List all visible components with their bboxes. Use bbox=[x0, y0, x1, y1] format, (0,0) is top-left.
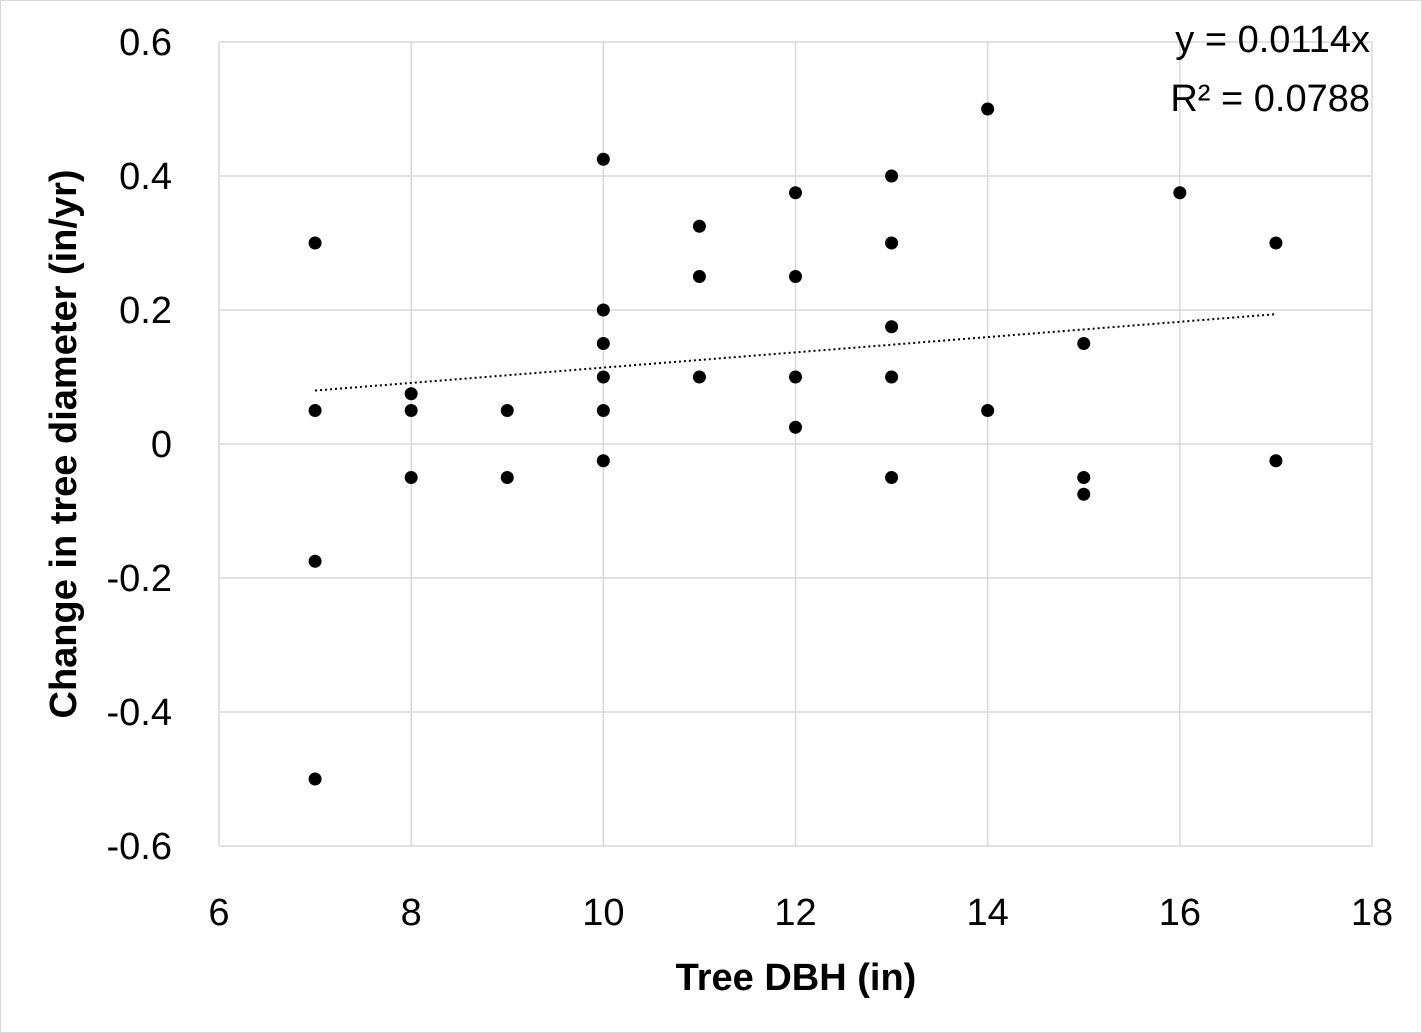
data-point bbox=[500, 404, 514, 417]
x-axis-title: Tree DBH (in) bbox=[676, 957, 917, 999]
x-tick-label: 12 bbox=[774, 892, 816, 934]
data-point bbox=[789, 270, 802, 283]
x-tick-label: 14 bbox=[967, 892, 1009, 934]
data-point bbox=[692, 270, 706, 283]
data-point bbox=[885, 320, 899, 334]
x-tick-label: 16 bbox=[1159, 892, 1201, 934]
data-point bbox=[1077, 337, 1091, 350]
trendline-group bbox=[315, 313, 1276, 392]
data-point bbox=[308, 772, 322, 786]
data-point bbox=[789, 186, 802, 200]
y-tick-label: 0.6 bbox=[119, 22, 172, 64]
data-point bbox=[692, 370, 706, 384]
gridlines bbox=[218, 41, 1373, 847]
x-tick-label: 6 bbox=[208, 892, 229, 934]
y-tick-label: -0.2 bbox=[107, 558, 172, 600]
equation-label: y = 0.0114x bbox=[1175, 19, 1370, 61]
data-point bbox=[1077, 471, 1091, 484]
data-point bbox=[404, 387, 418, 401]
data-point bbox=[596, 370, 610, 384]
data-point bbox=[885, 236, 899, 250]
data-point bbox=[1269, 454, 1283, 468]
data-point bbox=[885, 471, 899, 484]
data-point bbox=[692, 219, 706, 233]
data-point bbox=[596, 404, 610, 417]
y-tick-label: -0.4 bbox=[107, 692, 172, 734]
data-point bbox=[1173, 186, 1187, 200]
x-tick-label: 18 bbox=[1351, 892, 1393, 934]
data-point bbox=[596, 303, 610, 317]
data-point bbox=[308, 554, 322, 568]
x-tick-label: 10 bbox=[582, 892, 624, 934]
data-point bbox=[981, 404, 995, 417]
data-point bbox=[596, 337, 610, 350]
y-axis-title: Change in tree diameter (in/yr) bbox=[43, 169, 85, 718]
data-point bbox=[789, 420, 802, 434]
data-point bbox=[789, 370, 802, 384]
r-squared-label: R² = 0.0788 bbox=[1170, 78, 1370, 120]
data-point bbox=[885, 370, 899, 384]
data-point bbox=[308, 236, 322, 250]
data-point bbox=[885, 169, 899, 183]
y-tick-label: 0.4 bbox=[119, 156, 172, 198]
data-point bbox=[1269, 236, 1283, 250]
data-point bbox=[1077, 487, 1091, 501]
data-point bbox=[404, 404, 418, 417]
y-tick-label: 0 bbox=[151, 424, 172, 466]
data-point bbox=[308, 404, 322, 417]
data-point bbox=[981, 102, 995, 116]
y-tick-label: -0.6 bbox=[107, 826, 172, 868]
data-point bbox=[500, 471, 514, 484]
x-tick-label: 8 bbox=[401, 892, 422, 934]
data-point bbox=[404, 471, 418, 484]
data-point bbox=[596, 454, 610, 468]
data-points bbox=[308, 102, 1283, 786]
y-tick-label: 0.2 bbox=[119, 290, 172, 332]
trendline bbox=[315, 313, 1276, 392]
tick-labels: 6 8 10 12 14 16 18 -0.6 -0.4 -0.2 0 0.2 0.4 0.6 bbox=[107, 22, 1394, 934]
data-point bbox=[596, 152, 610, 166]
